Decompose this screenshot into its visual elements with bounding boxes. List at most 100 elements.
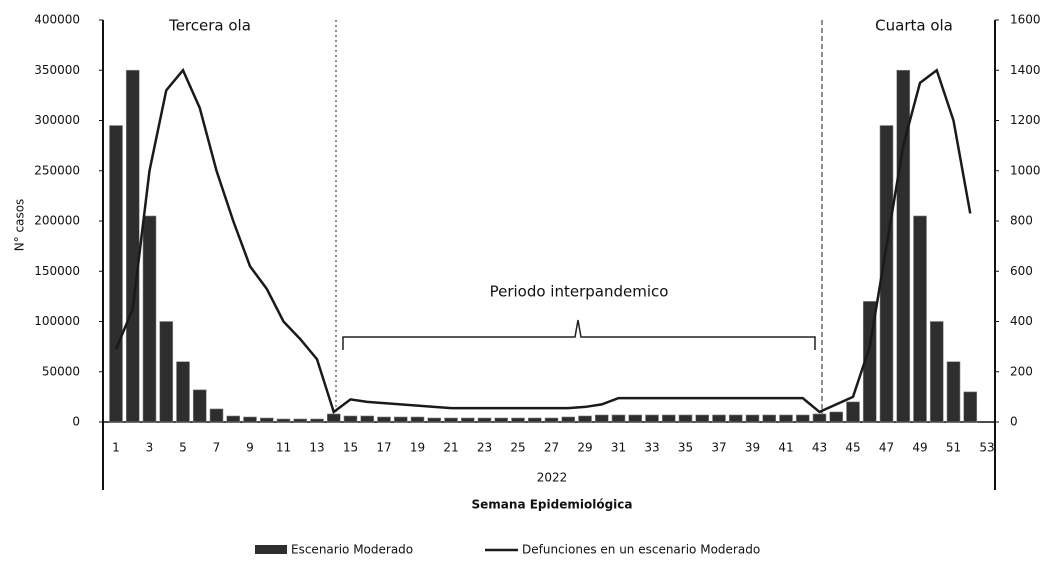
bar bbox=[561, 416, 576, 423]
y2-tick-label: 400 bbox=[1010, 314, 1033, 328]
bar bbox=[695, 414, 710, 423]
y-tick-label: 0 bbox=[72, 415, 80, 429]
legend-swatch bbox=[255, 545, 287, 554]
bar bbox=[410, 416, 425, 423]
bar bbox=[360, 415, 375, 423]
bar bbox=[594, 414, 609, 423]
x-tick-label: 35 bbox=[678, 441, 693, 455]
bar bbox=[109, 125, 123, 423]
y-tick-label: 350000 bbox=[34, 63, 80, 77]
bar bbox=[176, 361, 190, 423]
bar bbox=[444, 417, 458, 423]
x-tick-label: 23 bbox=[477, 441, 492, 455]
bar bbox=[779, 414, 793, 423]
x-tick-label: 43 bbox=[812, 441, 827, 455]
bar bbox=[243, 416, 257, 423]
x-tick-label: 9 bbox=[246, 441, 254, 455]
x-tick-label: 3 bbox=[146, 441, 154, 455]
bar bbox=[494, 417, 509, 423]
x-tick-label: 37 bbox=[711, 441, 726, 455]
x-tick-label: 21 bbox=[443, 441, 458, 455]
x-tick-label: 33 bbox=[644, 441, 659, 455]
legend-label: Escenario Moderado bbox=[291, 543, 413, 557]
x-tick-label: 47 bbox=[879, 441, 894, 455]
y-tick-label: 400000 bbox=[34, 13, 80, 27]
x-tick-label: 25 bbox=[510, 441, 525, 455]
bar bbox=[812, 413, 827, 423]
y-tick-label: 100000 bbox=[34, 314, 80, 328]
bar bbox=[460, 417, 475, 423]
y-tick-label: 250000 bbox=[34, 163, 80, 177]
bar bbox=[712, 414, 726, 423]
annotation: Tercera ola bbox=[168, 17, 251, 35]
x-axis-title: Semana Epidemiológica bbox=[472, 498, 633, 512]
bar bbox=[527, 417, 542, 423]
x-tick-label: 1 bbox=[112, 441, 120, 455]
x-sublabel: 2022 bbox=[537, 471, 568, 485]
y2-tick-label: 1400 bbox=[1010, 63, 1041, 77]
x-tick-label: 15 bbox=[343, 441, 358, 455]
y-tick-label: 200000 bbox=[34, 214, 80, 228]
bar bbox=[544, 417, 559, 423]
bar bbox=[511, 417, 525, 423]
x-tick-label: 45 bbox=[845, 441, 860, 455]
brace bbox=[342, 319, 816, 350]
legend-label: Defunciones en un escenario Moderado bbox=[522, 543, 760, 557]
y2-tick-label: 200 bbox=[1010, 364, 1033, 378]
bar bbox=[795, 414, 810, 423]
y-tick-label: 300000 bbox=[34, 113, 80, 127]
bar bbox=[159, 321, 174, 423]
bar bbox=[259, 417, 274, 423]
bar bbox=[611, 414, 626, 423]
bar bbox=[578, 415, 592, 423]
bar bbox=[142, 215, 157, 423]
bar bbox=[645, 414, 659, 423]
x-tick-label: 19 bbox=[410, 441, 425, 455]
x-tick-label: 39 bbox=[745, 441, 760, 455]
y2-tick-label: 1200 bbox=[1010, 113, 1041, 127]
x-tick-label: 13 bbox=[309, 441, 324, 455]
y2-tick-label: 1600 bbox=[1010, 13, 1041, 27]
bar bbox=[326, 413, 341, 423]
line bbox=[114, 67, 972, 415]
y-tick-label: 50000 bbox=[42, 364, 80, 378]
bar bbox=[628, 414, 643, 423]
bar bbox=[678, 414, 693, 423]
bar bbox=[209, 408, 224, 423]
bar bbox=[226, 415, 241, 423]
bar bbox=[728, 414, 743, 423]
y-tick-label: 150000 bbox=[34, 264, 80, 278]
bar bbox=[427, 417, 442, 423]
bar bbox=[192, 389, 207, 423]
y-axis-title: N° casos bbox=[13, 199, 27, 252]
x-tick-label: 53 bbox=[979, 441, 994, 455]
x-tick-label: 5 bbox=[179, 441, 187, 455]
bar bbox=[846, 401, 860, 423]
bar bbox=[343, 415, 358, 423]
x-tick-label: 41 bbox=[778, 441, 793, 455]
x-tick-label: 7 bbox=[213, 441, 221, 455]
x-tick-label: 11 bbox=[276, 441, 291, 455]
bar bbox=[377, 416, 391, 423]
y2-tick-label: 600 bbox=[1010, 264, 1033, 278]
x-tick-label: 51 bbox=[946, 441, 961, 455]
x-tick-label: 29 bbox=[577, 441, 592, 455]
bar bbox=[310, 418, 324, 423]
annotation: Cuarta ola bbox=[875, 17, 953, 35]
bar bbox=[762, 414, 777, 423]
bar bbox=[829, 411, 844, 423]
y2-tick-label: 800 bbox=[1010, 214, 1033, 228]
x-tick-label: 49 bbox=[912, 441, 927, 455]
bar bbox=[661, 414, 676, 423]
x-tick-label: 27 bbox=[544, 441, 559, 455]
annotation: Periodo interpandemico bbox=[490, 283, 669, 301]
y2-tick-label: 0 bbox=[1010, 415, 1018, 429]
bar bbox=[393, 416, 408, 423]
bar bbox=[745, 414, 760, 423]
y2-tick-label: 1000 bbox=[1010, 163, 1041, 177]
x-tick-label: 31 bbox=[611, 441, 626, 455]
bar bbox=[913, 215, 927, 423]
bar bbox=[293, 418, 308, 423]
bar bbox=[125, 69, 140, 423]
